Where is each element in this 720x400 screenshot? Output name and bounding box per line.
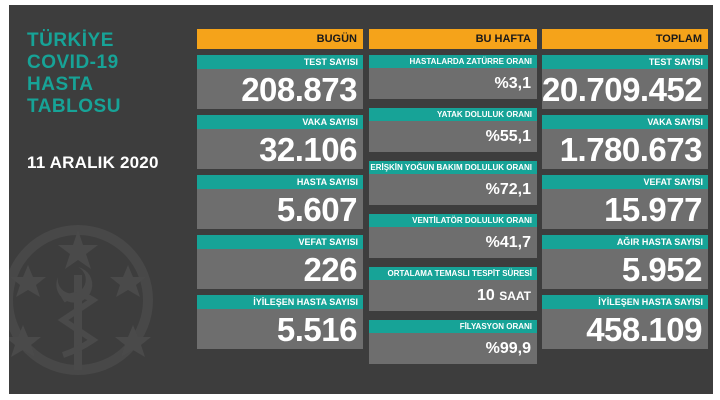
stat-value: 5.952 [542, 249, 708, 289]
stat-value: 20.709.452 [542, 69, 708, 109]
stat-label: VAKA SAYISI [542, 115, 708, 129]
title-line: COVID-19 [27, 52, 119, 73]
stat-card-temasli: ORTALAMA TEMASLI TESPİT SÜRESİ 10 SAAT [369, 267, 537, 311]
stat-card-iyilesen-total: İYİLEŞEN HASTA SAYISI 458.109 [542, 295, 708, 349]
stat-card-zaturre: HASTALARDA ZATÜRRE ORANI %3,1 [369, 55, 537, 99]
stat-value: 10 SAAT [369, 280, 537, 311]
stat-label: VEFAT SAYISI [542, 175, 708, 189]
stat-label: TEST SAYISI [197, 55, 363, 69]
stat-number: 10 [476, 287, 495, 304]
column-toplam: TOPLAM TEST SAYISI 20.709.452 VAKA SAYIS… [542, 29, 708, 355]
ministry-emblem-icon [9, 225, 153, 375]
stat-card-iyilesen: İYİLEŞEN HASTA SAYISI 5.516 [197, 295, 363, 349]
stat-label: VAKA SAYISI [197, 115, 363, 129]
stat-label: HASTALARDA ZATÜRRE ORANI [369, 55, 537, 68]
stat-value: %99,9 [369, 333, 537, 364]
stat-card-vefat-total: VEFAT SAYISI 15.977 [542, 175, 708, 229]
stat-label: VEFAT SAYISI [197, 235, 363, 249]
stat-label: YATAK DOLULUK ORANI [369, 108, 537, 121]
stat-card-vefat: VEFAT SAYISI 226 [197, 235, 363, 289]
stat-card-ventilator: VENTİLATÖR DOLULUK ORANI %41,7 [369, 214, 537, 258]
stat-value: 32.106 [197, 129, 363, 169]
column-header-toplam: TOPLAM [542, 29, 708, 49]
title-line: HASTA [27, 74, 94, 95]
stat-card-hasta: HASTA SAYISI 5.607 [197, 175, 363, 229]
stat-card-filyasyon: FİLYASYON ORANI %99,9 [369, 320, 537, 364]
stat-card-vaka-total: VAKA SAYISI 1.780.673 [542, 115, 708, 169]
title-line: TABLOSU [27, 96, 121, 117]
stat-card-test-total: TEST SAYISI 20.709.452 [542, 55, 708, 109]
stat-value: %41,7 [369, 227, 537, 258]
stat-label: İYİLEŞEN HASTA SAYISI [197, 295, 363, 309]
stat-label: FİLYASYON ORANI [369, 320, 537, 333]
stat-card-agir-hasta-total: AĞIR HASTA SAYISI 5.952 [542, 235, 708, 289]
page-title: TÜRKİYE COVID-19 HASTA TABLOSU [27, 30, 121, 118]
stat-value: %72,1 [369, 174, 537, 205]
stat-value: 208.873 [197, 69, 363, 109]
stat-card-yatak: YATAK DOLULUK ORANI %55,1 [369, 108, 537, 152]
stat-value: 458.109 [542, 309, 708, 349]
stat-card-yogun-bakim: ERİŞKİN YOĞUN BAKIM DOLULUK ORANI %72,1 [369, 161, 537, 205]
stat-label: ORTALAMA TEMASLI TESPİT SÜRESİ [369, 267, 537, 280]
stat-label: ERİŞKİN YOĞUN BAKIM DOLULUK ORANI [369, 161, 537, 174]
stat-label: VENTİLATÖR DOLULUK ORANI [369, 214, 537, 227]
stat-value: %3,1 [369, 68, 537, 99]
stat-value: %55,1 [369, 121, 537, 152]
stat-value: 5.607 [197, 189, 363, 229]
stat-value: 5.516 [197, 309, 363, 349]
column-bugun: BUGÜN TEST SAYISI 208.873 VAKA SAYISI 32… [197, 29, 363, 355]
covid-table-board: TÜRKİYE COVID-19 HASTA TABLOSU 11 ARALIK… [9, 5, 713, 394]
stat-label: AĞIR HASTA SAYISI [542, 235, 708, 249]
column-header-bu-hafta: BU HAFTA [369, 29, 537, 49]
stat-value: 1.780.673 [542, 129, 708, 169]
stat-card-vaka: VAKA SAYISI 32.106 [197, 115, 363, 169]
column-bu-hafta: BU HAFTA HASTALARDA ZATÜRRE ORANI %3,1 Y… [369, 29, 537, 373]
stat-label: İYİLEŞEN HASTA SAYISI [542, 295, 708, 309]
stat-value: 226 [197, 249, 363, 289]
report-date: 11 ARALIK 2020 [27, 153, 159, 172]
title-line: TÜRKİYE [27, 30, 114, 51]
column-header-bugun: BUGÜN [197, 29, 363, 49]
stat-unit: SAAT [499, 289, 531, 303]
stat-label: HASTA SAYISI [197, 175, 363, 189]
stat-label: TEST SAYISI [542, 55, 708, 69]
stat-value: 15.977 [542, 189, 708, 229]
stat-card-test: TEST SAYISI 208.873 [197, 55, 363, 109]
